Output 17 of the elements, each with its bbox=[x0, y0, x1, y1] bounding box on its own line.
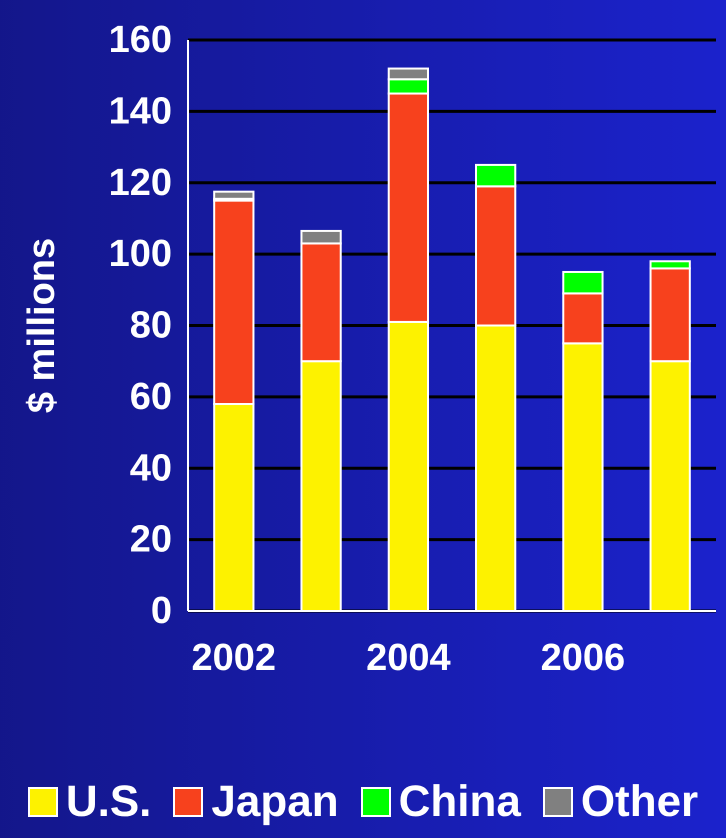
legend-label: China bbox=[398, 776, 521, 828]
x-tick-label: 2002 bbox=[192, 637, 276, 679]
y-tick-label: 100 bbox=[108, 233, 172, 276]
y-tick-label: 120 bbox=[108, 162, 172, 204]
y-tick-label: 0 bbox=[150, 590, 172, 632]
x-tick-label: 2004 bbox=[366, 637, 451, 679]
y-tick-label: 60 bbox=[130, 376, 172, 418]
y-tick-label: 40 bbox=[130, 447, 172, 490]
legend-label: Other bbox=[580, 776, 698, 828]
y-tick-label: 20 bbox=[130, 518, 172, 561]
x-tick-label: 2006 bbox=[540, 637, 626, 679]
y-tick-label: 80 bbox=[130, 304, 172, 346]
y-axis-title: $ millions bbox=[21, 238, 63, 414]
y-tick-label: 160 bbox=[108, 19, 172, 61]
legend-label: Japan bbox=[211, 776, 339, 828]
y-tick-label: 140 bbox=[108, 90, 172, 132]
legend-label: U.S. bbox=[66, 776, 152, 828]
